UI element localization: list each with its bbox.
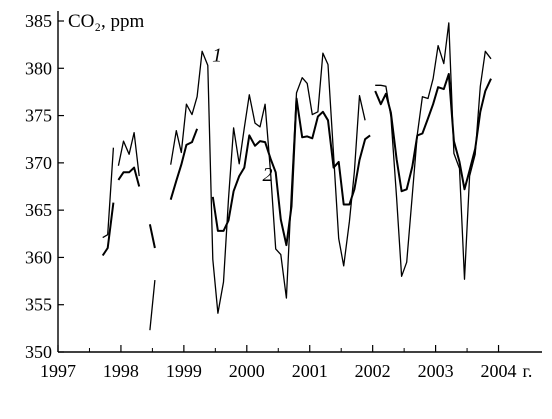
series-1-line-segment	[102, 147, 115, 239]
series-labels: 12	[212, 45, 272, 186]
y-tick-label: 385	[25, 11, 52, 31]
series-2-line-segment	[211, 97, 371, 247]
x-tick-label: 1997	[40, 361, 76, 381]
y-ticks: 350 355 360 365 370 375 380 385	[25, 11, 64, 362]
series-label-1: 1	[212, 45, 222, 67]
series-lines	[101, 22, 492, 331]
y-tick-label: 380	[25, 58, 52, 78]
series-1-line-segment	[375, 22, 492, 280]
y-tick-label: 355	[25, 295, 52, 315]
x-tick-label: 1999	[166, 361, 202, 381]
series-2-line-segment	[169, 128, 199, 200]
y-tick-label: 365	[25, 200, 52, 220]
series-2-line-segment	[117, 166, 141, 187]
y-tick-label: 375	[25, 106, 52, 126]
x-ticks: 1997 1998 1999 2000 2001 2002 2003 2004	[40, 345, 517, 381]
series-2-line-segment	[101, 202, 115, 257]
series-2	[101, 73, 492, 257]
y-tick-label: 370	[25, 153, 52, 173]
x-tick-label: 2001	[292, 361, 328, 381]
series-1-line-segment	[117, 131, 140, 177]
x-tick-label: 2003	[418, 361, 454, 381]
y-tick-label: 350	[25, 342, 52, 362]
x-tick-label: 2004	[481, 361, 517, 381]
series-2-line-segment	[148, 224, 156, 249]
series-label-2: 2	[263, 164, 273, 186]
x-tick-label: 2000	[229, 361, 265, 381]
x-tick-label: 2002	[355, 361, 391, 381]
y-tick-label: 360	[25, 247, 52, 267]
series-1-line-segment	[170, 50, 366, 314]
x-tick-label: 1998	[103, 361, 139, 381]
x-axis-unit: г.	[523, 361, 533, 381]
series-1	[102, 22, 492, 331]
y-axis-label: CO₂, ppm	[68, 11, 145, 32]
series-1-line-segment	[149, 280, 156, 331]
series-2-line-segment	[374, 73, 492, 193]
